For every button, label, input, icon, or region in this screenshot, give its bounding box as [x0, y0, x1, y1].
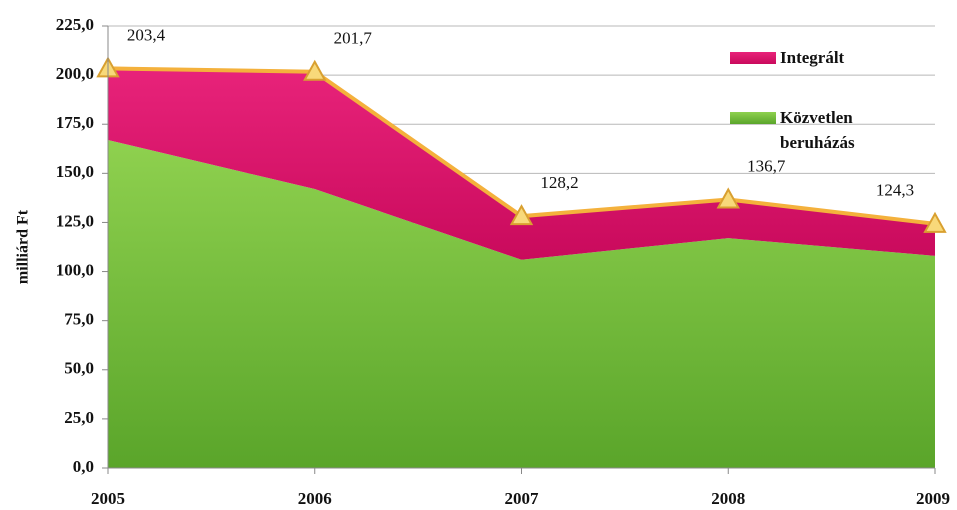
total-marker: [716, 187, 740, 209]
legend-swatch: [730, 52, 776, 64]
y-axis-label: milliárd Ft: [15, 209, 32, 284]
y-tick-label: 25,0: [64, 408, 94, 427]
total-marker: [923, 211, 947, 233]
legend-label: Közvetlen beruházás: [780, 108, 855, 152]
y-tick-label: 50,0: [64, 359, 94, 378]
y-tick-label: 150,0: [56, 162, 94, 181]
area: [108, 139, 935, 468]
y-tick-label: 175,0: [56, 113, 94, 132]
y-tick-label: 200,0: [56, 64, 94, 83]
legend-swatch: [730, 112, 776, 124]
value-label: 201,7: [334, 29, 373, 48]
area: [108, 68, 935, 260]
total-marker: [509, 204, 534, 226]
x-tick-label: 2006: [298, 489, 332, 508]
y-tick-label: 125,0: [56, 211, 94, 230]
y-tick-label: 0,0: [73, 457, 94, 476]
legend-label: Integrált: [780, 48, 845, 67]
value-label: 203,4: [127, 25, 166, 44]
value-label: 136,7: [747, 156, 786, 175]
value-label: 128,2: [540, 173, 578, 192]
x-tick-label: 2005: [91, 489, 125, 508]
x-tick-label: 2009: [916, 489, 950, 508]
y-tick-label: 100,0: [56, 260, 94, 279]
x-tick-label: 2008: [711, 489, 745, 508]
y-tick-label: 75,0: [64, 310, 94, 329]
y-tick-label: 225,0: [56, 15, 94, 34]
x-tick-label: 2007: [505, 489, 540, 508]
value-label: 124,3: [876, 181, 914, 200]
total-marker: [303, 59, 327, 81]
